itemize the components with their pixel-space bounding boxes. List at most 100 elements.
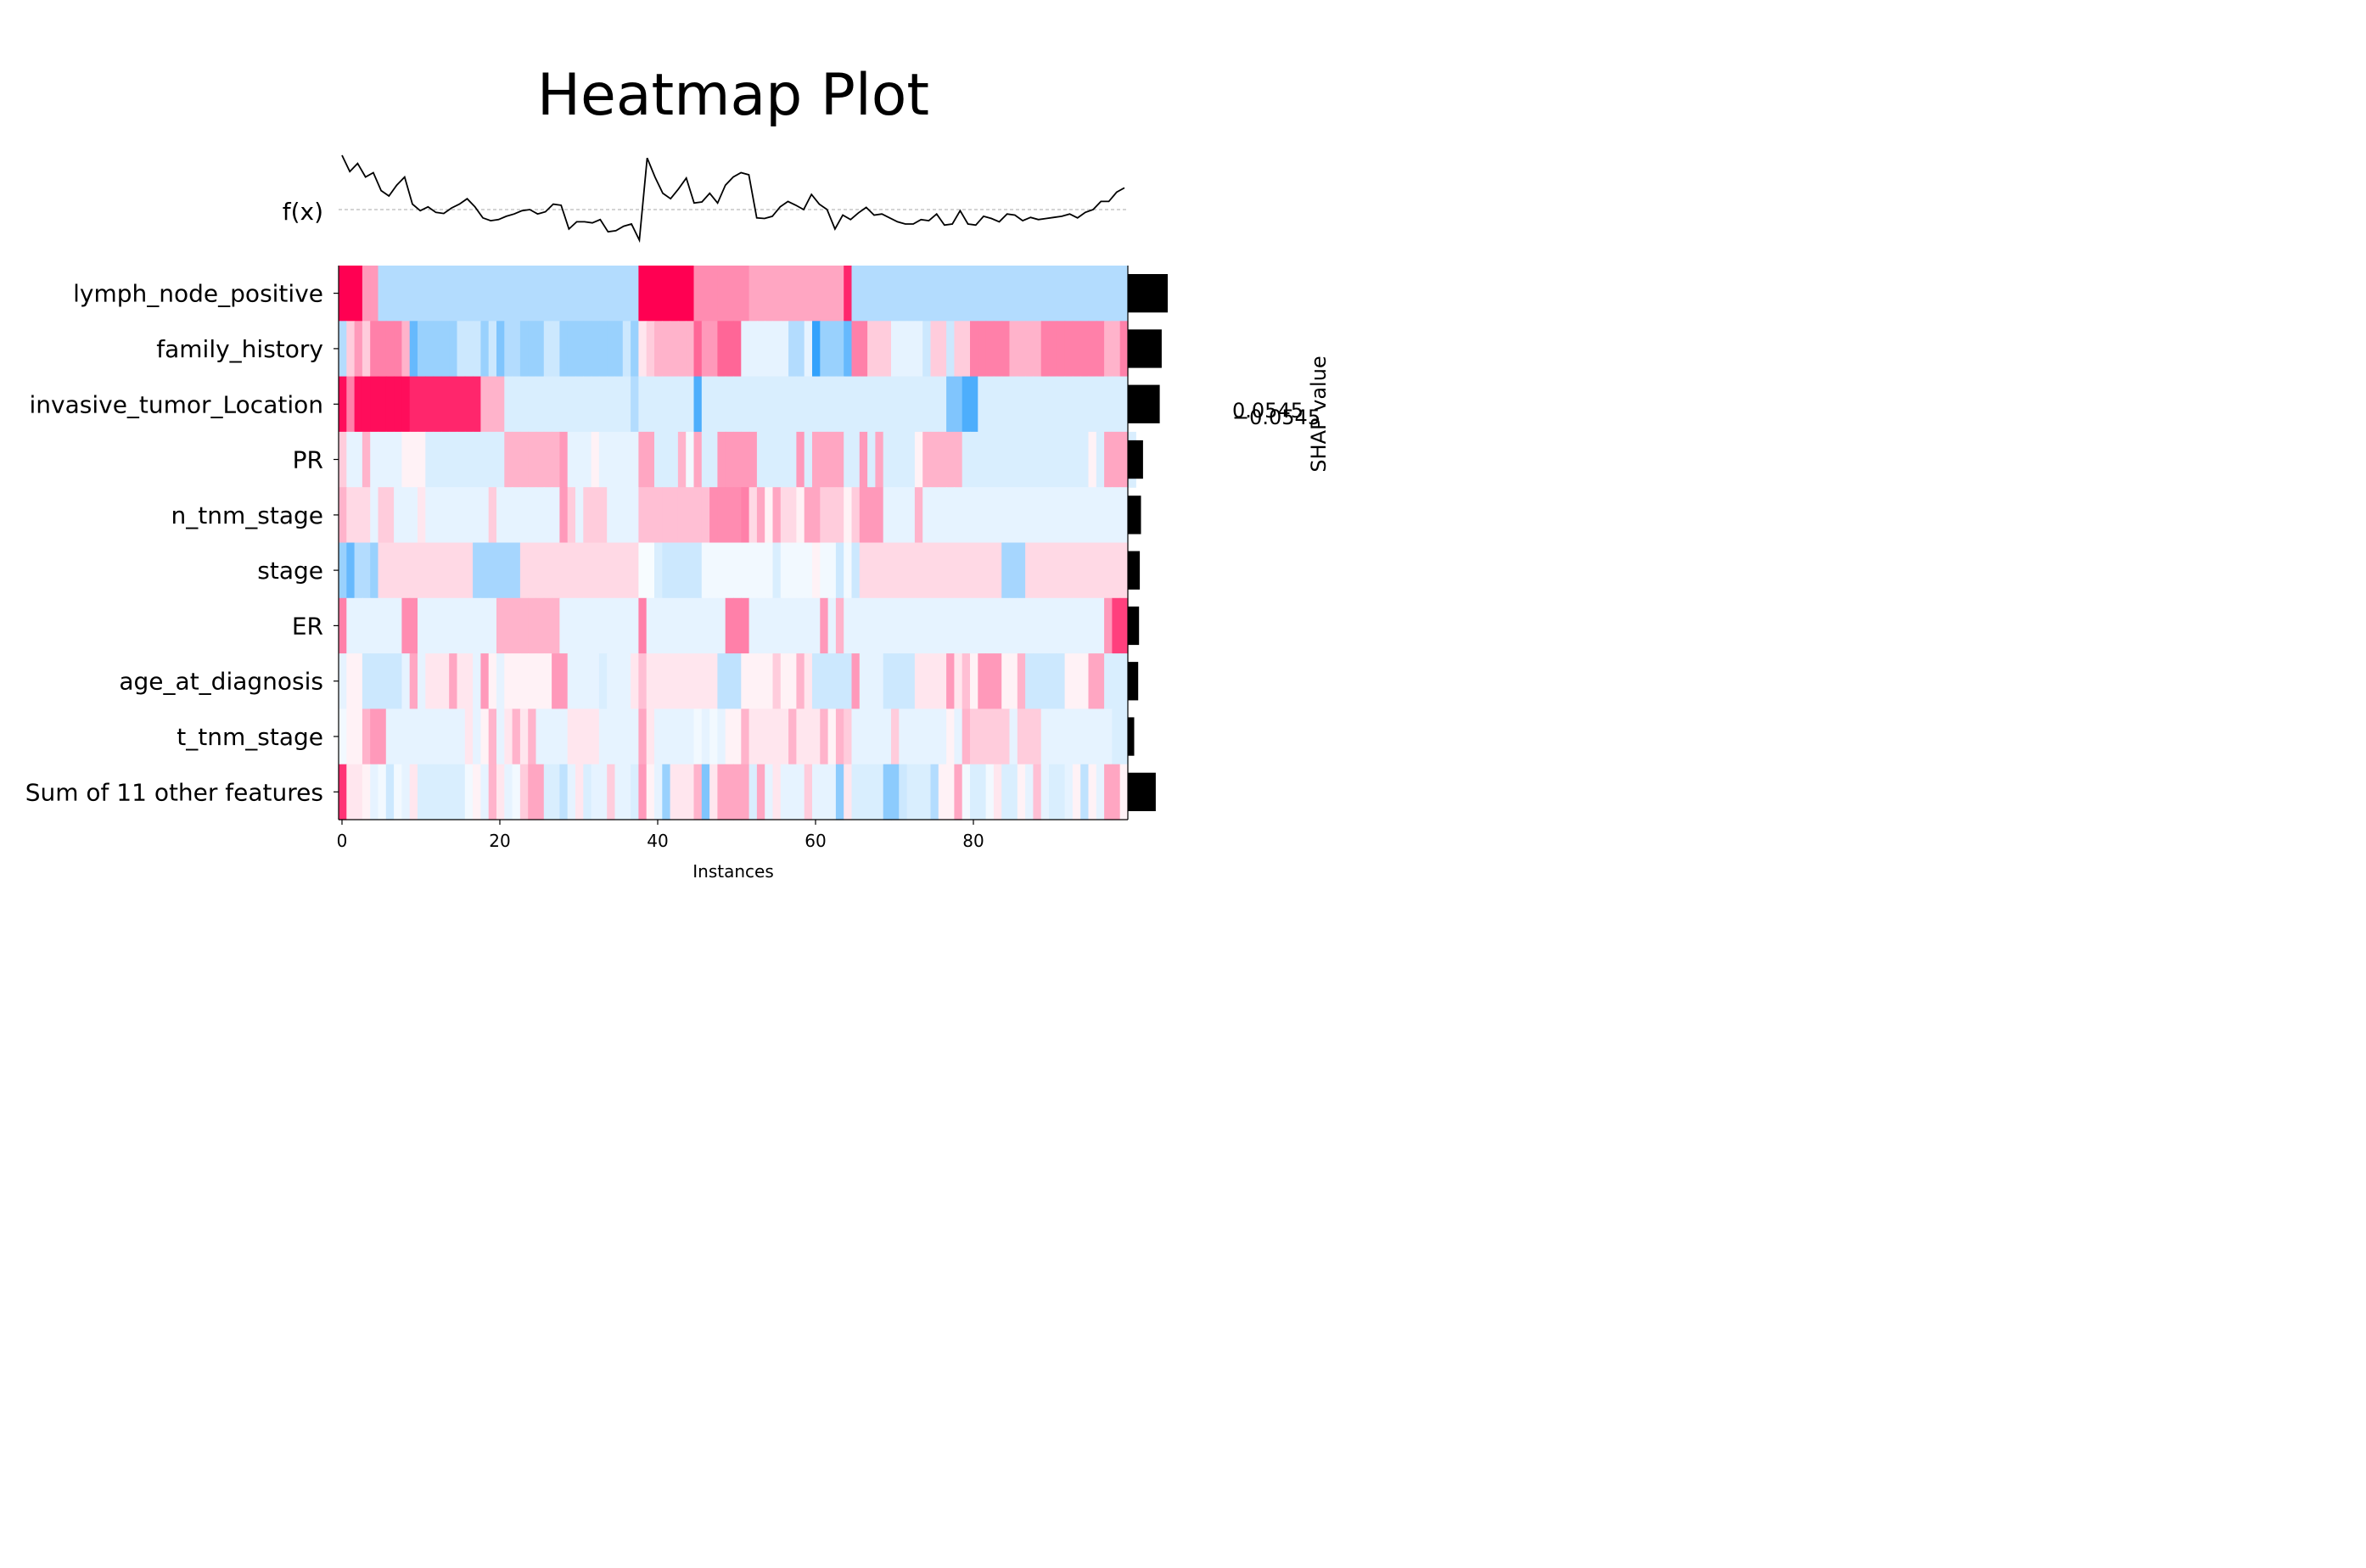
- heatmap-cell: [820, 653, 829, 709]
- heatmap-cell: [425, 431, 435, 488]
- heatmap-cell: [638, 487, 648, 544]
- heatmap-cell: [741, 653, 750, 709]
- heatmap-cell: [607, 708, 616, 765]
- heatmap-cell: [433, 266, 442, 322]
- heatmap-cell: [409, 597, 418, 654]
- heatmap-cell: [709, 321, 718, 378]
- heatmap-cell: [844, 542, 853, 599]
- heatmap-cell: [820, 597, 829, 654]
- heatmap-cell: [622, 266, 631, 322]
- heatmap-cell: [725, 431, 734, 488]
- heatmap-cell: [512, 764, 521, 820]
- heatmap-cell: [464, 708, 474, 765]
- heatmap-cell: [875, 376, 884, 433]
- heatmap-cell: [733, 431, 742, 488]
- heatmap-cell: [473, 321, 481, 378]
- heatmap-cell: [638, 764, 648, 820]
- heatmap-cell: [457, 321, 466, 378]
- heatmap-cell: [670, 376, 679, 433]
- heatmap-cell: [780, 487, 789, 544]
- heatmap-cell: [701, 431, 710, 488]
- heatmap-cell: [339, 266, 347, 322]
- heatmap-cell: [906, 764, 916, 820]
- heatmap-cell: [552, 653, 560, 709]
- heatmap-cell: [946, 764, 955, 820]
- shap-heatmap-chart: Heatmap Plot f(x) lymph_node_positive fam…: [0, 0, 1331, 882]
- heatmap-cell: [662, 708, 671, 765]
- feature-label: stage: [257, 557, 323, 585]
- heatmap-cell: [1057, 764, 1066, 820]
- heatmap-cell: [535, 653, 545, 709]
- heatmap-cell: [717, 487, 726, 544]
- heatmap-cell: [748, 431, 758, 488]
- heatmap-cell: [535, 764, 545, 820]
- heatmap-cell: [646, 321, 655, 378]
- heatmap-cell: [543, 708, 552, 765]
- heatmap-cell: [748, 764, 758, 820]
- heatmap-cell: [362, 321, 371, 378]
- heatmap-cell: [954, 431, 963, 488]
- heatmap-cell: [1017, 376, 1026, 433]
- heatmap-cell: [954, 597, 963, 654]
- heatmap-cell: [1080, 321, 1090, 378]
- heatmap-cell: [827, 431, 837, 488]
- heatmap-cell: [938, 542, 947, 599]
- heatmap-cell: [1104, 708, 1113, 765]
- heatmap-cell: [488, 487, 497, 544]
- importance-bars: [1128, 274, 1168, 811]
- importance-bar: [1128, 384, 1160, 423]
- heatmap-cell: [543, 321, 552, 378]
- importance-bar: [1128, 496, 1141, 535]
- heatmap-cell: [686, 764, 695, 820]
- heatmap-cell: [504, 431, 513, 488]
- heatmap-cell: [725, 321, 734, 378]
- heatmap-cell: [985, 653, 995, 709]
- heatmap-cell: [401, 708, 411, 765]
- heatmap-cell: [512, 597, 521, 654]
- heatmap-cell: [496, 266, 505, 322]
- heatmap-cell: [709, 764, 718, 820]
- heatmap-cell: [1096, 708, 1105, 765]
- heatmap-cell: [528, 321, 537, 378]
- heatmap-cell: [378, 321, 387, 378]
- heatmap-cell: [1119, 376, 1129, 433]
- heatmap-cell: [370, 653, 379, 709]
- heatmap-cell: [646, 542, 655, 599]
- heatmap-cell: [717, 376, 726, 433]
- heatmap-cell: [1009, 431, 1018, 488]
- heatmap-cell: [788, 376, 797, 433]
- heatmap-cell: [559, 266, 569, 322]
- heatmap-cell: [385, 764, 395, 820]
- heatmap-cell: [409, 487, 418, 544]
- heatmap-cell: [631, 542, 639, 599]
- heatmap-cell: [575, 542, 584, 599]
- heatmap-cell: [488, 431, 497, 488]
- heatmap-cell: [457, 764, 466, 820]
- heatmap-cell: [914, 266, 923, 322]
- heatmap-cell: [827, 321, 837, 378]
- heatmap-cell: [844, 597, 853, 654]
- heatmap-cell: [473, 431, 481, 488]
- heatmap-cell: [425, 266, 435, 322]
- heatmap-cell: [788, 653, 797, 709]
- heatmap-cell: [1017, 487, 1026, 544]
- heatmap-cell: [922, 431, 932, 488]
- heatmap-cell: [504, 321, 513, 378]
- heatmap-cell: [677, 431, 687, 488]
- heatmap-cell: [970, 376, 978, 433]
- heatmap-cell: [930, 321, 939, 378]
- heatmap-cell: [528, 597, 537, 654]
- heatmap-cell: [772, 764, 782, 820]
- heatmap-cell: [1040, 266, 1050, 322]
- heatmap-cell: [433, 542, 442, 599]
- heatmap-cell: [1040, 487, 1050, 544]
- heatmap-cell: [701, 542, 710, 599]
- heatmap-cell: [440, 321, 450, 378]
- heatmap-cell: [559, 487, 569, 544]
- heatmap-cell: [859, 376, 868, 433]
- heatmap-cell: [978, 708, 987, 765]
- heatmap-cell: [906, 487, 916, 544]
- heatmap-cell: [985, 487, 995, 544]
- heatmap-cell: [496, 708, 505, 765]
- heatmap-cell: [1104, 376, 1113, 433]
